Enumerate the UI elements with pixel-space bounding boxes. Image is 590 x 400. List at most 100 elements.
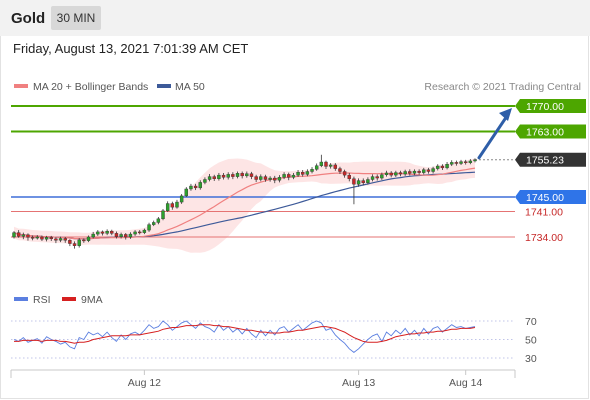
- rsi-tick-label: 50: [525, 335, 537, 347]
- candle: [231, 172, 235, 180]
- rsi-legend-swatch: [14, 297, 28, 301]
- candle: [54, 237, 58, 244]
- candle: [375, 174, 379, 181]
- level-labels: 1770.00 1763.00 1755.23 1745.00 1741.00 1734.…: [515, 99, 586, 244]
- candle: [436, 164, 440, 171]
- candle-body: [77, 239, 81, 246]
- candle-body: [110, 230, 114, 234]
- candle-body: [179, 195, 184, 203]
- candle-body: [412, 170, 417, 174]
- rsi-tick-label: 70: [525, 316, 537, 328]
- candle-body: [352, 178, 356, 185]
- candle: [277, 175, 282, 183]
- candle: [342, 169, 347, 178]
- candle-body: [259, 176, 263, 180]
- candle-body: [133, 231, 137, 235]
- candle: [254, 174, 258, 183]
- candle: [356, 178, 361, 187]
- candle-body: [226, 174, 230, 178]
- candle-body: [333, 164, 338, 169]
- candle-body: [291, 174, 296, 178]
- candle-body: [124, 234, 128, 238]
- candle-body: [207, 176, 212, 180]
- candle-body: [30, 237, 35, 239]
- candle-body: [463, 161, 468, 163]
- candle: [389, 171, 393, 178]
- candle: [221, 172, 226, 180]
- candle: [310, 167, 314, 174]
- candle: [96, 230, 100, 236]
- ma20-line: [13, 167, 476, 240]
- candle: [35, 235, 39, 240]
- candle-body: [319, 161, 324, 166]
- candle-body: [431, 168, 435, 172]
- candle: [398, 170, 403, 177]
- candle: [282, 172, 286, 180]
- candle: [44, 235, 49, 242]
- candle-body: [440, 165, 445, 169]
- candle: [440, 164, 445, 171]
- candle-body: [436, 165, 440, 169]
- candle-body: [198, 182, 202, 189]
- forecast-arrow-shaft: [477, 114, 509, 160]
- candle-body: [212, 176, 216, 179]
- candle-body: [314, 165, 319, 170]
- candle: [361, 178, 365, 186]
- rsi-panel: 70 50 30: [11, 316, 537, 365]
- candle: [301, 170, 305, 177]
- candle: [26, 233, 30, 241]
- candle-body: [86, 236, 91, 241]
- rsi-legend-label: RSI: [33, 294, 51, 306]
- candle: [263, 174, 268, 182]
- candle-body: [156, 218, 161, 223]
- candle: [63, 237, 67, 243]
- candle: [319, 154, 324, 168]
- candle-body: [217, 174, 221, 179]
- x-axis: Aug 12 Aug 13 Aug 14: [10, 370, 516, 389]
- candle: [268, 176, 272, 182]
- candle-body: [16, 232, 21, 237]
- candle-body: [165, 203, 170, 211]
- candle: [165, 201, 170, 212]
- candle-body: [370, 176, 375, 180]
- candle-body: [347, 174, 351, 179]
- candles: [12, 154, 477, 249]
- candle-body: [40, 236, 44, 240]
- candle: [431, 166, 435, 174]
- ma50-legend-label: MA 50: [175, 81, 205, 93]
- level-label-0: 1770.00: [526, 101, 564, 113]
- candle: [305, 169, 310, 177]
- candle: [408, 169, 412, 176]
- candle: [179, 194, 184, 204]
- ma20-legend-swatch: [14, 84, 28, 88]
- candle: [30, 235, 35, 241]
- candle: [142, 228, 147, 235]
- candle-body: [72, 243, 77, 246]
- candle: [119, 232, 123, 239]
- rsi-ma-legend-label: 9MA: [81, 294, 103, 306]
- candle: [58, 236, 63, 243]
- level-label-5: 1734.00: [525, 232, 563, 244]
- timeframe-button[interactable]: 30 MIN: [51, 6, 101, 30]
- ma50-legend-swatch: [157, 84, 171, 88]
- ma20-legend-label: MA 20 + Bollinger Bands: [33, 81, 148, 93]
- candle-body: [12, 232, 16, 238]
- candle: [184, 187, 188, 197]
- candle: [133, 230, 137, 236]
- candle: [124, 232, 128, 240]
- level-tag-3: [515, 189, 586, 204]
- rsi-line: [13, 320, 476, 353]
- candle-body: [189, 185, 193, 190]
- rsi-ma-line: [14, 324, 476, 344]
- candle: [105, 229, 109, 236]
- candle: [193, 183, 198, 191]
- candle-body: [142, 229, 147, 233]
- candle: [468, 159, 473, 165]
- candle: [473, 158, 477, 163]
- candle: [82, 238, 86, 243]
- candle-body: [63, 238, 67, 241]
- candle-body: [114, 233, 119, 237]
- candle-body: [96, 231, 100, 235]
- candle: [412, 169, 417, 176]
